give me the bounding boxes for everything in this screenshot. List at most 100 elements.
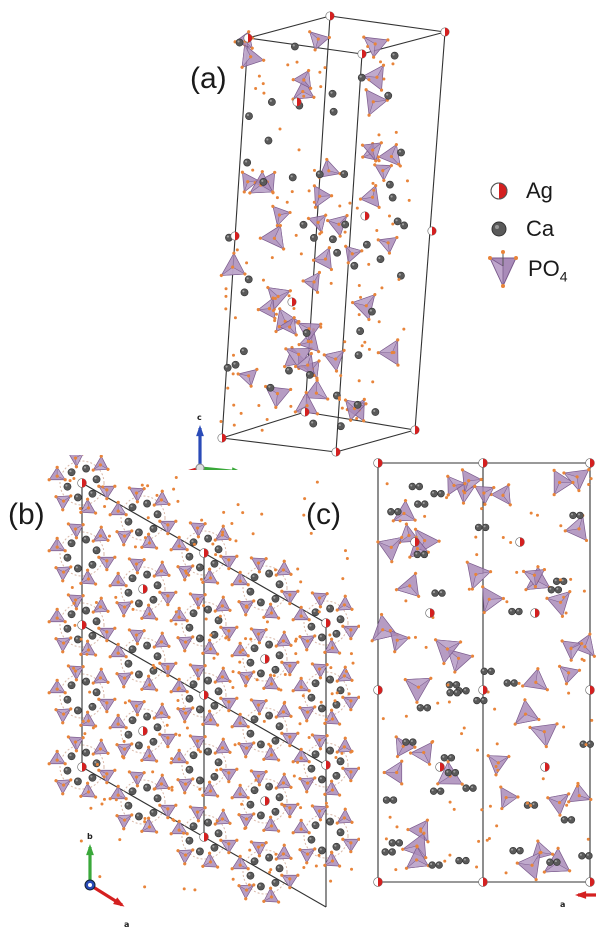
oxygen-atom — [305, 648, 309, 652]
ca-atom — [326, 604, 334, 613]
ca-atom-highlight — [327, 606, 331, 609]
ca-atom — [275, 651, 284, 660]
po4-tetrahedron — [66, 735, 85, 753]
ag-atom-half — [305, 407, 310, 417]
oxygen-atom — [130, 600, 134, 604]
oxygen-atom — [569, 646, 573, 651]
ca-atom — [135, 670, 143, 679]
ca-atom — [88, 560, 97, 569]
ca-atom-highlight — [248, 660, 251, 663]
ca-atom — [92, 475, 101, 484]
oxygen-atom — [312, 280, 316, 284]
po4-tetrahedron — [79, 639, 98, 657]
oxygen-atom — [98, 676, 102, 680]
oxygen-atom — [219, 420, 223, 424]
oxygen-atom — [247, 883, 251, 887]
po4-tetrahedron — [310, 591, 329, 609]
ag-atom-half — [204, 832, 209, 842]
oxygen-atom — [238, 712, 242, 716]
oxygen-atom — [116, 571, 120, 575]
ag-atom-half — [248, 33, 253, 43]
oxygen-atom — [470, 654, 475, 658]
oxygen-atom — [167, 786, 171, 790]
ca-atom-highlight — [476, 525, 479, 528]
oxygen-atom — [105, 559, 109, 563]
oxygen-atom — [363, 340, 367, 344]
oxygen-atom — [386, 38, 390, 42]
oxygen-atom — [299, 818, 303, 822]
oxygen-atom — [330, 692, 334, 696]
ca-atom — [135, 812, 143, 821]
oxygen-atom — [309, 531, 313, 535]
oxygen-atom — [236, 503, 240, 507]
ca-atom — [128, 716, 137, 725]
ca-atom — [265, 782, 273, 791]
po4-tetrahedron — [108, 713, 128, 730]
ca-atom-highlight — [359, 75, 362, 78]
ca-atom-highlight — [586, 853, 589, 856]
po4-tetrahedron — [298, 847, 317, 865]
ca-atom — [67, 468, 76, 477]
po4-tetrahedron — [54, 778, 73, 796]
oxygen-atom — [560, 639, 564, 643]
oxygen-atom — [403, 498, 408, 503]
oxygen-atom — [257, 641, 262, 645]
ca-atom-highlight — [395, 219, 398, 222]
ca-atom — [214, 616, 223, 625]
ca-atom — [235, 38, 244, 47]
oxygen-atom — [564, 611, 568, 615]
oxygen-atom — [294, 652, 298, 656]
oxygen-atom — [227, 567, 231, 571]
ca-atom — [387, 508, 395, 516]
oxygen-atom — [184, 853, 188, 857]
oxygen-atom — [586, 837, 590, 841]
oxygen-atom — [492, 485, 496, 490]
oxygen-atom — [326, 218, 330, 223]
po4-tetrahedron — [188, 521, 207, 539]
oxygen-atom — [376, 155, 381, 159]
ca-atom-highlight — [398, 273, 401, 276]
oxygen-atom — [567, 671, 571, 675]
oxygen-atom — [495, 742, 499, 746]
oxygen-atom — [63, 549, 67, 553]
po4-tetrahedron — [79, 710, 98, 728]
oxygen-atom — [249, 769, 254, 773]
oxygen-atom — [271, 190, 275, 194]
oxygen-atom — [142, 629, 146, 633]
oxygen-atom — [135, 642, 140, 646]
oxygen-atom — [494, 773, 498, 777]
ca-atom-highlight — [352, 263, 355, 266]
po4-tetrahedron — [201, 638, 220, 656]
oxygen-atom — [140, 687, 144, 691]
oxygen-atom — [407, 636, 411, 640]
ca-atom — [250, 715, 259, 724]
oxygen-atom — [496, 761, 500, 765]
oxygen-atom — [264, 384, 268, 389]
panel-c-structure: a — [370, 458, 596, 909]
oxygen-atom — [113, 555, 117, 559]
oxygen-atom — [567, 691, 571, 695]
oxygen-atom — [296, 589, 300, 593]
oxygen-atom — [559, 578, 563, 582]
oxygen-atom — [319, 322, 323, 326]
ca-atom — [214, 545, 223, 554]
ca-atom-highlight — [197, 778, 200, 781]
po4-tetrahedron — [176, 777, 195, 795]
oxygen-atom — [400, 535, 404, 540]
ca-atom — [153, 794, 162, 803]
oxygen-atom — [233, 316, 237, 320]
ring-motif — [120, 637, 166, 683]
oxygen-atom — [474, 535, 478, 539]
oxygen-atom — [334, 369, 339, 373]
oxygen-atom — [333, 699, 337, 703]
ca-atom — [368, 307, 376, 316]
ca-atom — [462, 856, 470, 865]
oxygen-atom — [176, 636, 180, 640]
oxygen-atom — [62, 641, 66, 645]
ca-atom-highlight — [313, 752, 316, 755]
oxygen-atom — [555, 722, 559, 726]
oxygen-atom — [166, 807, 170, 811]
oxygen-atom — [207, 780, 212, 784]
oxygen-atom — [174, 610, 178, 614]
oxygen-atom — [220, 533, 224, 537]
